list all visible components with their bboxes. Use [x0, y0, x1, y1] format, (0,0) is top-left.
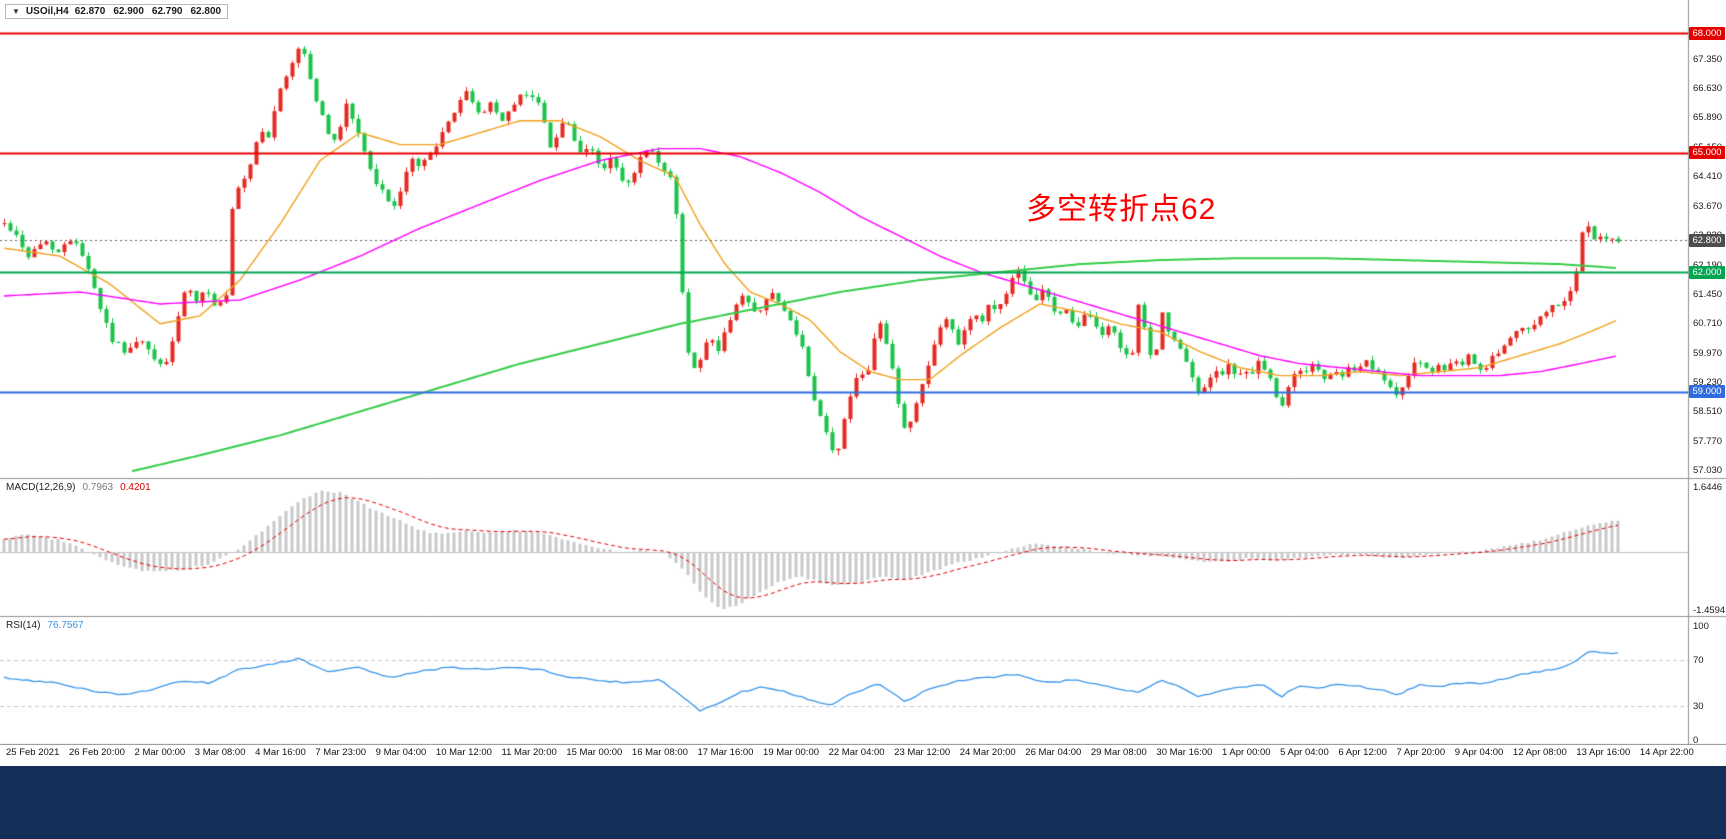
time-tick-label: 23 Mar 12:00	[894, 747, 951, 758]
time-tick-label: 24 Mar 20:00	[959, 747, 1016, 758]
time-tick-label: 10 Mar 12:00	[435, 747, 492, 758]
price-tick-label: 65.890	[1693, 112, 1723, 124]
macd-tick-label: -1.4594	[1693, 605, 1726, 616]
macd-value: 0.7963	[82, 482, 114, 493]
time-tick-label: 7 Mar 23:00	[315, 747, 367, 758]
rsi-tick-label: 30	[1693, 700, 1704, 712]
price-level-badge-65.000: 65.000	[1689, 146, 1725, 160]
price-tick-label: 59.230	[1693, 377, 1723, 389]
rsi-value: 76.7567	[47, 620, 84, 631]
ohlc-open: 62.870	[74, 6, 106, 17]
price-level-badge-68.000: 68.000	[1689, 26, 1725, 40]
time-tick-label: 4 Mar 16:00	[255, 747, 306, 758]
time-tick-label: 9 Mar 04:00	[375, 747, 427, 758]
bottom-bar	[0, 766, 1726, 839]
time-axis[interactable]: 25 Feb 2021 26 Feb 20:00 2 Mar 00:00 3 Mar …	[0, 747, 1700, 758]
time-tick-label: 26 Feb 20:00	[68, 747, 125, 758]
price-tick-label: 57.030	[1693, 465, 1723, 476]
macd-indicator-label: MACD(12,26,9) 0.7963 0.4201	[6, 482, 151, 493]
time-tick-label: 2 Mar 00:00	[134, 747, 186, 758]
chart-canvas[interactable]	[0, 0, 1726, 745]
time-tick-label: 25 Feb 2021	[6, 747, 60, 758]
ohlc-close: 62.800	[190, 6, 222, 17]
time-tick-label: 11 Mar 20:00	[501, 747, 557, 758]
time-tick-label: 3 Mar 08:00	[194, 747, 246, 758]
rsi-name: RSI(14)	[6, 620, 41, 631]
price-level-badge-62.000: 62.000	[1689, 265, 1725, 279]
price-tick-label: 58.510	[1693, 406, 1723, 418]
price-tick-label: 67.350	[1693, 54, 1723, 65]
time-tick-label: 14 Apr 22:00	[1639, 747, 1694, 758]
ohlc-low: 62.790	[151, 6, 183, 17]
rsi-tick-label: 100	[1693, 621, 1709, 632]
macd-tick-label: 1.6446	[1693, 482, 1723, 493]
time-tick-label: 15 Mar 00:00	[566, 747, 623, 758]
rsi-indicator-label: RSI(14) 76.7567	[6, 620, 84, 631]
price-tick-label: 60.710	[1693, 318, 1723, 330]
price-level-badge-62.800: 62.800	[1689, 233, 1725, 247]
time-tick-label: 16 Mar 08:00	[631, 747, 688, 758]
price-tick-label: 63.670	[1693, 200, 1723, 212]
time-tick-label: 1 Apr 00:00	[1221, 747, 1271, 758]
macd-name: MACD(12,26,9)	[6, 482, 76, 493]
time-tick-label: 13 Apr 16:00	[1576, 747, 1631, 758]
rsi-tick-label: 0	[1693, 735, 1699, 746]
price-tick-label: 57.770	[1693, 435, 1723, 447]
macd-signal-value: 0.4201	[120, 482, 151, 493]
time-tick-label: 19 Mar 00:00	[763, 747, 820, 758]
time-tick-label: 29 Mar 08:00	[1090, 747, 1147, 758]
symbol-info: ▼ USOil,H4 62.870 62.900 62.790 62.800	[5, 4, 229, 19]
time-tick-label: 30 Mar 16:00	[1156, 747, 1213, 758]
price-tick-label: 64.410	[1693, 171, 1723, 183]
time-tick-label: 9 Apr 04:00	[1454, 747, 1504, 758]
time-tick-label: 17 Mar 16:00	[697, 747, 754, 758]
price-tick-label: 66.630	[1693, 82, 1723, 94]
price-tick-label: 59.970	[1693, 347, 1723, 359]
time-tick-label: 7 Apr 20:00	[1396, 747, 1446, 758]
price-level-badge-59.000: 59.000	[1689, 385, 1725, 399]
time-tick-label: 12 Apr 08:00	[1512, 747, 1567, 758]
time-tick-label: 6 Apr 12:00	[1338, 747, 1387, 758]
price-tick-label: 61.450	[1693, 288, 1723, 300]
chart-text-annotation[interactable]: 多空转折点62	[1026, 193, 1217, 226]
rsi-tick-label: 70	[1693, 655, 1704, 667]
time-tick-label: 5 Apr 04:00	[1280, 747, 1329, 758]
time-tick-label: 22 Mar 04:00	[828, 747, 885, 758]
time-tick-label: 26 Mar 04:00	[1025, 747, 1082, 758]
symbol-dropdown-icon[interactable]: ▼	[12, 7, 20, 16]
ohlc-high: 62.900	[113, 6, 144, 17]
symbol-timeframe: USOil,H4	[25, 6, 69, 17]
price-tick-label: 62.190	[1693, 260, 1722, 271]
